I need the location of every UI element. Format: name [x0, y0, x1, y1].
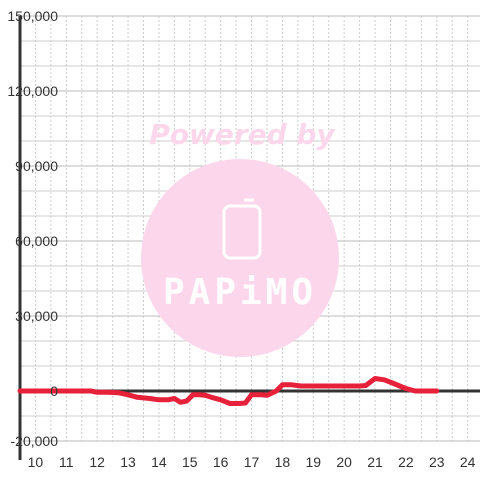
- watermark-brand: PAPiMO: [163, 272, 317, 313]
- series-layer: [17, 376, 440, 406]
- x-tick-label: 23: [429, 454, 445, 470]
- watermark-caption: Powered by: [149, 118, 336, 151]
- phone-icon: [222, 198, 262, 260]
- x-tick-label: 15: [182, 454, 198, 470]
- x-tick-label: 10: [28, 454, 44, 470]
- x-tick-label: 21: [367, 454, 383, 470]
- y-tick-label: 150,000: [7, 8, 58, 24]
- x-tick-label: 11: [59, 454, 74, 470]
- x-tick-label: 12: [89, 454, 105, 470]
- tick-labels: -20,000 0 30,000 60,000 90,000 120,000 150,000…: [7, 8, 475, 470]
- x-tick-label: 18: [275, 454, 291, 470]
- y-tick-label: 0: [50, 383, 58, 399]
- y-tick-label: 60,000: [15, 233, 58, 249]
- x-tick-label: 13: [120, 454, 136, 470]
- x-tick-label: 14: [151, 454, 167, 470]
- x-tick-label: 16: [213, 454, 229, 470]
- x-tick-label: 22: [398, 454, 414, 470]
- series-line-0: [17, 376, 440, 406]
- x-tick-label: 20: [336, 454, 352, 470]
- x-tick-label: 19: [305, 454, 321, 470]
- y-tick-label: -20,000: [11, 433, 59, 449]
- y-tick-label: 90,000: [15, 158, 58, 174]
- watermark: Powered by PAPiMO: [141, 118, 339, 357]
- x-tick-label: 17: [244, 454, 260, 470]
- y-tick-label: 120,000: [7, 83, 58, 99]
- x-tick-label: 24: [460, 454, 476, 470]
- y-tick-label: 30,000: [15, 308, 58, 324]
